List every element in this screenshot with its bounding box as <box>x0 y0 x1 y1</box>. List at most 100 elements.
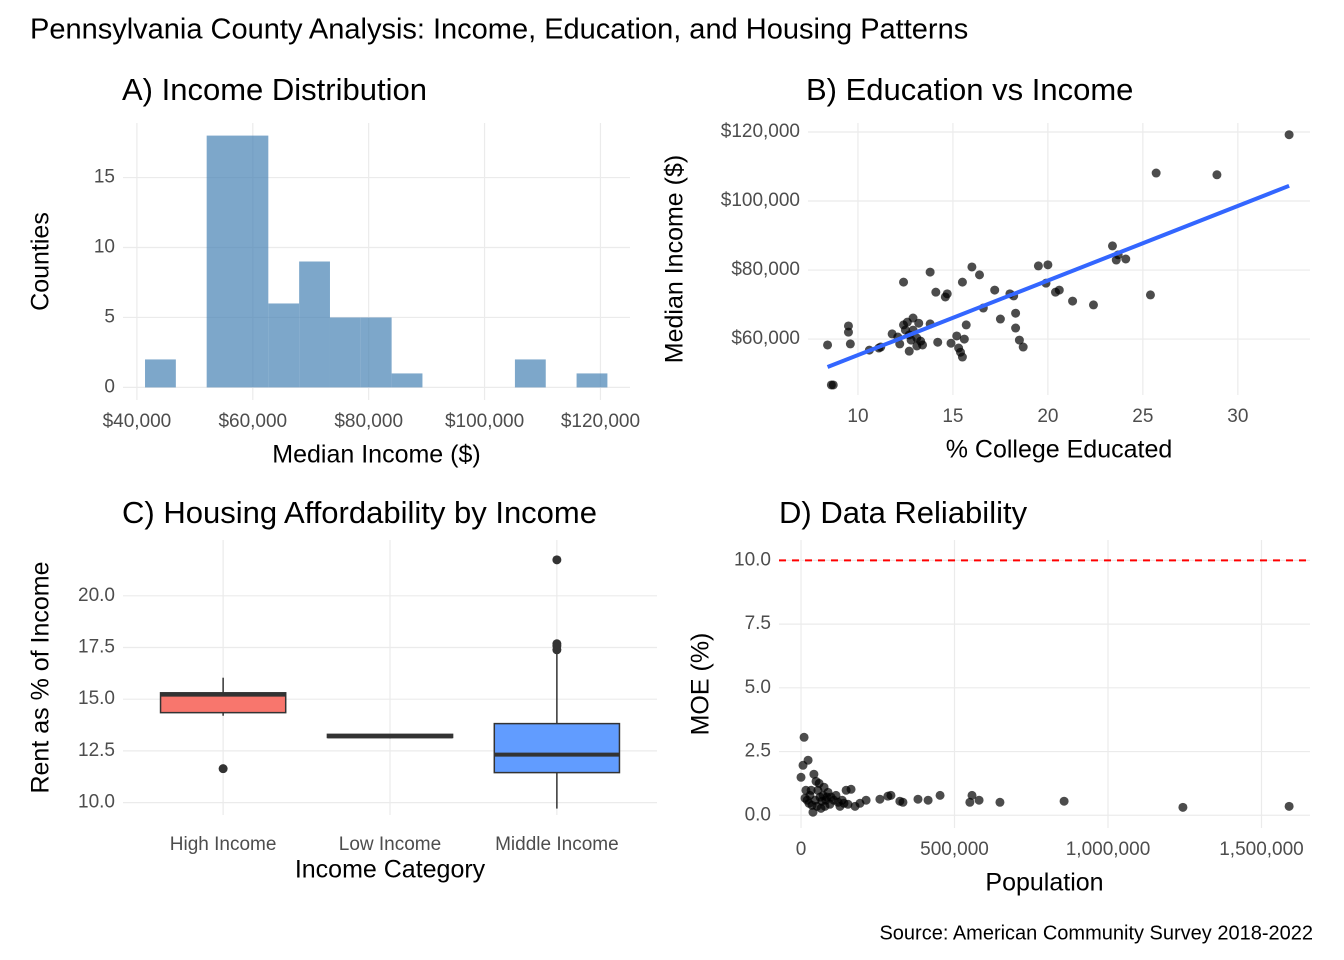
scatter-point <box>923 795 933 805</box>
y-tick-label: 10.0 <box>734 549 771 570</box>
scatter-point <box>959 334 969 344</box>
panel-title: A) Income Distribution <box>122 72 427 107</box>
x-tick-label: High Income <box>170 834 277 855</box>
scatter-point <box>861 795 871 805</box>
y-tick-label: $60,000 <box>731 328 800 349</box>
scatter-point <box>843 327 853 337</box>
scatter-point <box>952 331 962 341</box>
x-axis-title: Income Category <box>295 856 486 884</box>
scatter-point <box>957 277 967 287</box>
scatter-point <box>1043 260 1053 270</box>
scatter-point <box>925 267 935 277</box>
outlier <box>552 555 562 565</box>
scatter-point <box>1018 342 1028 352</box>
caption: Source: American Community Survey 2018-2… <box>879 922 1313 944</box>
scatter-point <box>1059 796 1069 806</box>
y-tick-label: 20.0 <box>78 585 115 606</box>
histogram-bar <box>391 373 423 388</box>
x-tick-label: 25 <box>1132 406 1153 427</box>
scatter-point <box>1014 335 1024 345</box>
histogram-bar <box>237 135 269 388</box>
y-tick-label: $80,000 <box>731 259 800 280</box>
scatter-point <box>845 339 855 349</box>
scatter-point <box>914 318 924 328</box>
scatter-point <box>990 285 1000 295</box>
scatter-point <box>1088 300 1098 310</box>
y-axis-title: Median Income ($) <box>661 155 689 363</box>
scatter-point <box>995 314 1005 324</box>
y-tick-label: $100,000 <box>721 190 800 211</box>
scatter-point <box>961 320 971 330</box>
scatter-point <box>1011 308 1021 318</box>
x-tick-label: 0 <box>796 839 807 860</box>
scatter-point <box>913 794 923 804</box>
scatter-point <box>946 338 956 348</box>
scatter-point <box>995 797 1005 807</box>
scatter-point <box>1054 285 1064 295</box>
figure-title: Pennsylvania County Analysis: Income, Ed… <box>30 14 968 46</box>
x-tick-label: $60,000 <box>218 411 287 432</box>
y-tick-label: 5 <box>104 306 115 327</box>
scatter-point <box>967 790 977 800</box>
scatter-point <box>933 337 943 347</box>
y-tick-label: 10.0 <box>78 792 115 813</box>
scatter-point <box>796 772 806 782</box>
panel-title: C) Housing Affordability by Income <box>122 495 597 530</box>
y-tick-label: 12.5 <box>78 740 115 761</box>
histogram-bar <box>329 317 361 388</box>
box <box>493 722 621 774</box>
scatter-point <box>839 798 849 808</box>
scatter-point <box>1033 261 1043 271</box>
scatter-point <box>1068 296 1078 306</box>
histogram-bar <box>299 261 330 388</box>
scatter-point <box>908 313 918 323</box>
scatter-point <box>843 321 853 331</box>
x-tick-label: 30 <box>1227 406 1248 427</box>
scatter-point <box>967 262 977 272</box>
outlier <box>218 764 228 774</box>
scatter-point <box>965 797 975 807</box>
scatter-point <box>1284 801 1294 811</box>
y-tick-label: 0.0 <box>745 804 771 825</box>
y-tick-label: 7.5 <box>745 613 771 634</box>
x-tick-label: 20 <box>1037 406 1058 427</box>
scatter-point <box>809 769 819 779</box>
x-axis-title: Median Income ($) <box>272 441 480 469</box>
scatter-point <box>799 732 809 742</box>
y-tick-label: 17.5 <box>78 637 115 658</box>
scatter-point <box>846 784 856 794</box>
x-axis-title: % College Educated <box>946 436 1173 464</box>
scatter-point <box>828 380 838 390</box>
scatter-point <box>1107 241 1117 251</box>
scatter-point <box>803 755 813 765</box>
scatter-point <box>904 346 914 356</box>
y-tick-label: $120,000 <box>721 121 800 142</box>
scatter-point <box>935 790 945 800</box>
scatter-point <box>831 790 841 800</box>
x-axis-title: Population <box>985 869 1103 897</box>
histogram-bar <box>360 317 392 388</box>
scatter-point <box>1145 290 1155 300</box>
outlier <box>552 639 562 649</box>
y-tick-label: 5.0 <box>745 677 771 698</box>
scatter-point <box>820 801 830 811</box>
scatter-point <box>918 340 928 350</box>
scatter-point <box>957 352 967 362</box>
scatter-point <box>974 795 984 805</box>
scatter-point <box>1284 130 1294 140</box>
scatter-point <box>942 289 952 299</box>
y-tick-label: 0 <box>104 376 115 397</box>
histogram-bar <box>145 359 176 388</box>
x-tick-label: 15 <box>942 406 963 427</box>
histogram-bar <box>268 303 300 388</box>
x-tick-label: 10 <box>847 406 868 427</box>
scatter-point <box>899 277 909 287</box>
histogram-bar <box>514 359 546 388</box>
x-tick-label: Middle Income <box>495 834 619 855</box>
histogram-bar <box>576 373 608 388</box>
panel-title: B) Education vs Income <box>806 72 1133 107</box>
x-tick-label: $40,000 <box>103 411 172 432</box>
scatter-point <box>806 785 816 795</box>
